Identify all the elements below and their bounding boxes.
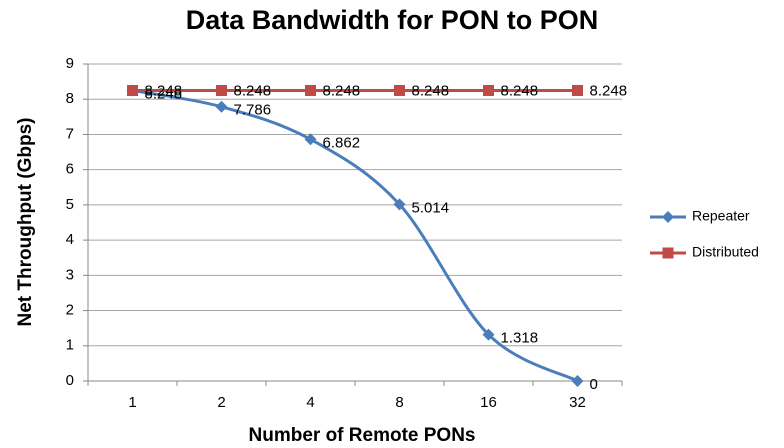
point	[571, 375, 584, 387]
y-axis-title: Net Throughput (Gbps)	[15, 118, 36, 327]
x-tick-label: 2	[217, 394, 225, 411]
data-label: 1.318	[501, 330, 539, 347]
y-tick-label: 7	[66, 125, 74, 142]
data-label: 8.248	[412, 82, 450, 99]
point	[215, 100, 228, 113]
data-label: 8.248	[590, 82, 628, 99]
x-tick-label: 4	[306, 394, 314, 411]
point	[394, 84, 405, 96]
point	[483, 84, 494, 96]
point	[572, 84, 583, 96]
legend-text: Repeater	[692, 208, 750, 224]
data-label: 8.248	[501, 82, 539, 99]
y-tick-label: 5	[66, 196, 74, 213]
point	[393, 198, 406, 211]
point	[127, 84, 138, 96]
y-tick-label: 3	[66, 266, 74, 283]
data-label: 6.862	[323, 134, 361, 151]
data-label: 8.248	[234, 82, 272, 99]
data-label: 5.014	[412, 199, 450, 216]
y-tick-label: 9	[66, 55, 74, 72]
y-tick-label: 6	[66, 161, 74, 178]
x-tick-label: 1	[128, 394, 136, 411]
point	[304, 133, 317, 146]
legend-text: Distributed	[692, 244, 759, 260]
x-tick-label: 8	[395, 394, 403, 411]
x-axis-title: Number of Remote PONs	[249, 425, 476, 446]
data-label: 8.248	[323, 82, 361, 99]
point	[662, 247, 674, 259]
point	[216, 84, 227, 96]
y-tick-label: 8	[66, 90, 74, 107]
x-tick-label: 32	[569, 394, 586, 411]
data-label: 7.786	[234, 102, 272, 119]
point	[305, 84, 316, 96]
point	[482, 328, 495, 341]
y-tick-label: 2	[66, 302, 74, 319]
point	[662, 211, 674, 223]
y-tick-label: 0	[66, 372, 74, 389]
x-tick-label: 16	[480, 394, 497, 411]
chart-title: Data Bandwidth for PON to PON	[186, 5, 599, 35]
data-label: 0	[590, 376, 598, 393]
data-label: 8.248	[145, 82, 183, 99]
y-tick-label: 1	[66, 337, 74, 354]
y-tick-label: 4	[66, 231, 74, 248]
